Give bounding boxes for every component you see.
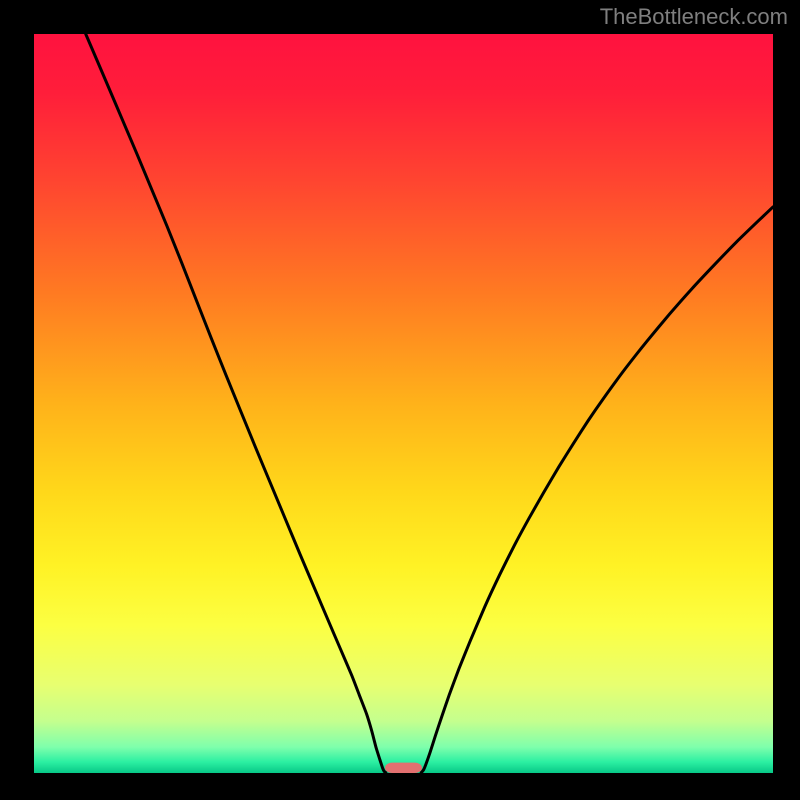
plot-svg-layer [34, 34, 773, 773]
plot-area [34, 34, 773, 773]
curve-right [421, 207, 773, 773]
chart-outer-frame: TheBottleneck.com [0, 0, 800, 800]
watermark-text: TheBottleneck.com [600, 4, 788, 30]
bottleneck-marker [385, 763, 422, 773]
curve-left [86, 34, 386, 773]
